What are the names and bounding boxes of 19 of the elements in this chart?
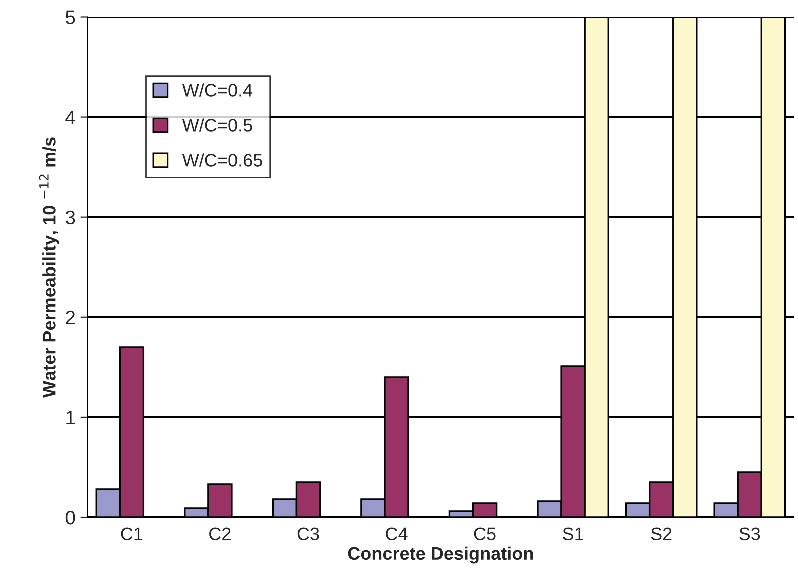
x-tick-label: C4 [386, 528, 408, 540]
legend-label: W/C=0.65 [182, 154, 262, 167]
x-tick-label: C3 [298, 528, 320, 540]
x-tick-label: C5 [474, 528, 496, 540]
x-tick-label: S2 [651, 528, 672, 540]
x-tick-label: C1 [121, 528, 143, 540]
x-tick-label: C2 [210, 528, 231, 540]
legend-label: W/C=0.4 [182, 84, 253, 97]
x-tick-label: S3 [740, 528, 760, 540]
y-tick-label: 0 [66, 510, 76, 525]
y-axis-title: Water Permeability, 10 $^{−12}$ m/s [39, 138, 60, 398]
y-tick-label: 3 [66, 210, 76, 225]
x-axis-title: Concrete Designation [348, 546, 534, 564]
x-tick-label: S1 [563, 528, 584, 540]
y-tick-label: 5 [66, 10, 76, 24]
y-tick-label: 4 [66, 110, 76, 124]
legend-label: W/C=0.5 [182, 118, 252, 132]
y-tick-label: 1 [66, 411, 76, 424]
y-tick-label: 2 [66, 310, 75, 324]
